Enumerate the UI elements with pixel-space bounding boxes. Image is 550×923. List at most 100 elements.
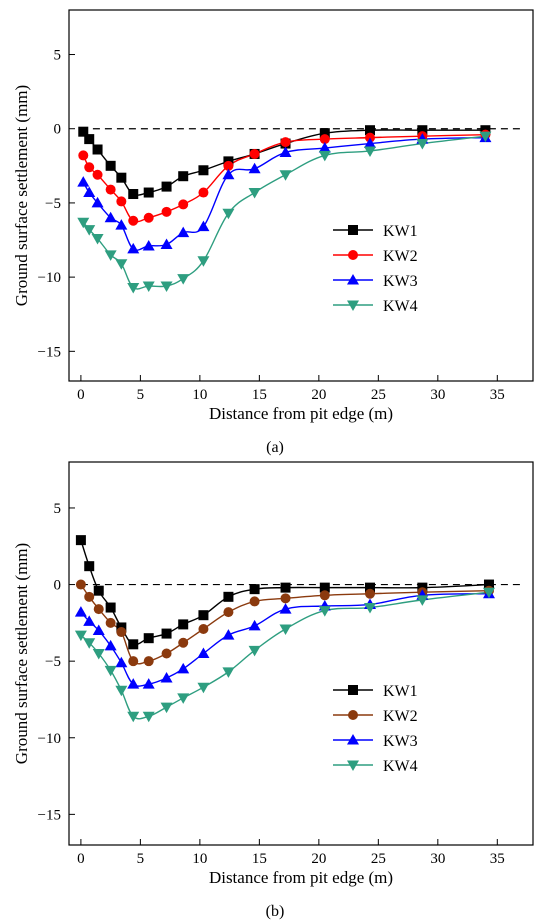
legend-label: KW3 [383, 273, 418, 290]
data-point-KW2 [249, 148, 260, 159]
data-point-KW3 [83, 615, 96, 626]
y-tick-label: −5 [45, 654, 61, 670]
data-point-KW4 [416, 595, 429, 606]
legend-marker [348, 685, 358, 695]
data-point-KW4 [92, 649, 105, 660]
data-point-KW2 [105, 184, 116, 195]
data-point-KW4 [91, 234, 104, 245]
y-tick-label: −10 [38, 270, 61, 286]
data-point-KW2 [84, 162, 95, 173]
x-tick-label: 5 [137, 851, 145, 867]
data-point-KW2 [92, 169, 103, 180]
data-point-KW2 [178, 199, 189, 210]
data-point-KW4 [104, 665, 117, 677]
y-axis-title: Ground surface settlement (mm) [12, 543, 31, 764]
data-point-KW3 [177, 662, 190, 674]
data-point-KW1 [128, 639, 139, 650]
data-point-KW4 [115, 259, 128, 270]
data-point-KW1 [105, 160, 116, 171]
data-point-KW1 [161, 628, 172, 639]
data-point-KW3 [127, 242, 140, 254]
data-point-KW4 [127, 283, 140, 294]
x-axis-title: Distance from pit edge (m) [209, 404, 393, 423]
data-point-KW1 [223, 591, 234, 602]
data-point-KW2 [116, 196, 127, 207]
x-tick-label: 0 [77, 387, 85, 403]
data-point-KW1 [417, 125, 428, 136]
y-tick-label: 5 [54, 501, 62, 517]
data-point-KW4 [83, 225, 96, 236]
data-point-KW2 [249, 596, 260, 607]
x-tick-label: 25 [371, 851, 386, 867]
y-axis-title: Ground surface settlement (mm) [12, 85, 31, 306]
plot-frame [68, 9, 534, 382]
x-tick-label: 5 [137, 387, 145, 403]
legend-label: KW2 [383, 248, 418, 265]
data-point-KW4 [142, 711, 155, 723]
data-point-KW1 [198, 610, 209, 621]
data-point-KW3 [104, 639, 117, 651]
data-point-KW2 [84, 591, 95, 602]
data-point-KW3 [364, 137, 377, 149]
x-tick-label: 25 [371, 387, 386, 403]
data-point-KW1 [365, 125, 376, 136]
data-point-KW3 [279, 146, 292, 157]
legend-label: KW4 [383, 758, 418, 775]
legend-marker [348, 710, 358, 720]
data-point-KW3 [248, 619, 261, 631]
legend-marker [348, 225, 358, 235]
data-point-KW1 [365, 582, 376, 593]
data-point-KW1 [319, 128, 330, 139]
data-point-KW4 [115, 685, 128, 697]
data-point-KW2 [319, 590, 330, 601]
data-point-KW3 [318, 142, 331, 153]
x-tick-label: 15 [252, 387, 267, 403]
data-point-KW3 [248, 162, 261, 174]
data-point-KW4 [318, 150, 331, 162]
legend-marker [347, 734, 359, 745]
data-point-KW2 [319, 134, 330, 145]
data-point-KW1 [92, 144, 103, 155]
data-point-KW4 [279, 624, 292, 635]
y-tick-label: −15 [38, 807, 61, 823]
x-axis-title: Distance from pit edge (m) [209, 868, 393, 887]
data-point-KW1 [105, 602, 116, 613]
data-point-KW3 [197, 647, 210, 658]
legend: KW1 KW2 KW3 KW4 [333, 683, 418, 775]
x-tick-label: 20 [311, 851, 326, 867]
data-point-KW4 [364, 146, 377, 157]
data-point-KW3 [222, 168, 235, 180]
data-point-KW4 [104, 250, 117, 261]
data-point-KW2 [93, 604, 104, 615]
data-point-KW4 [279, 170, 292, 181]
data-point-KW3 [77, 176, 90, 187]
legend-label: KW4 [383, 298, 418, 315]
data-point-KW4 [177, 274, 190, 285]
data-point-KW1 [483, 579, 494, 590]
data-point-KW4 [177, 693, 190, 704]
plot-frame [68, 461, 534, 846]
data-point-KW1 [75, 535, 86, 546]
data-point-KW3 [142, 239, 155, 251]
x-tick-label: 35 [490, 387, 505, 403]
panel-0: 0 5 10 15 20 25 30 35 5 0 −5 −10 −15 Distance from pi… [12, 9, 534, 456]
x-tick-label: 10 [192, 387, 207, 403]
data-point-KW4 [127, 711, 140, 723]
data-point-KW3 [279, 603, 292, 614]
data-point-KW4 [74, 630, 87, 642]
x-tick-label: 30 [430, 851, 445, 867]
x-tick-label: 30 [430, 387, 445, 403]
data-point-KW3 [197, 220, 210, 232]
data-point-KW1 [280, 582, 291, 593]
data-point-KW1 [93, 585, 104, 596]
data-point-KW1 [161, 181, 172, 192]
data-point-KW2 [280, 137, 291, 148]
data-point-KW4 [482, 587, 495, 599]
data-point-KW1 [143, 187, 154, 198]
data-point-KW4 [222, 667, 235, 678]
data-point-KW2 [365, 588, 376, 599]
data-point-KW4 [364, 603, 377, 614]
panel-caption: (a) [266, 439, 284, 456]
y-tick-label: 0 [54, 578, 62, 594]
data-point-KW4 [318, 606, 331, 617]
